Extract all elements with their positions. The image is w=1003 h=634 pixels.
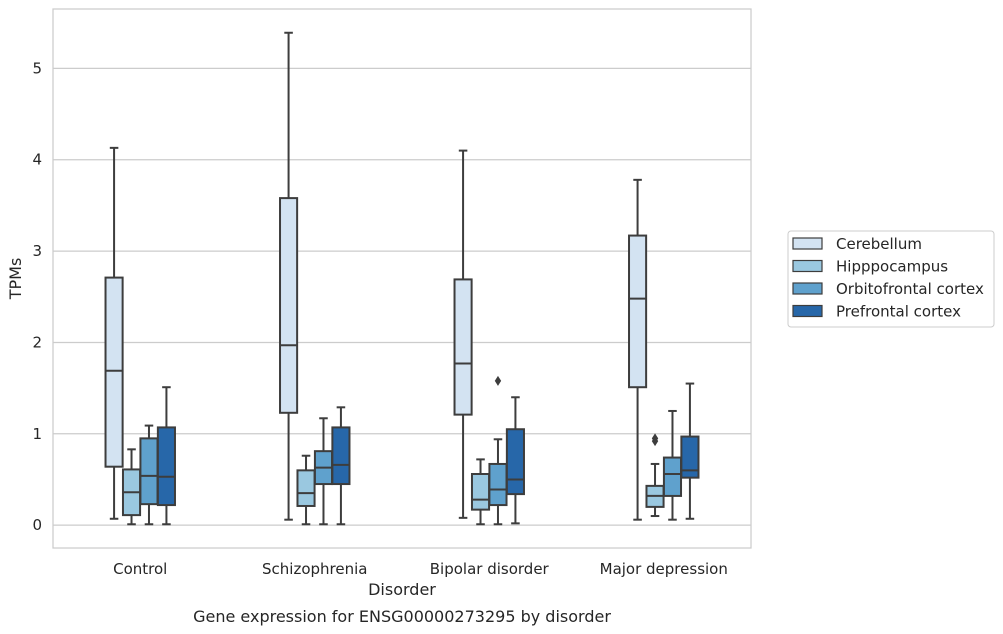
- plot-frame: [52, 8, 752, 549]
- x-axis-label: Disorder: [368, 580, 436, 599]
- box-hipppocampus: [470, 458, 491, 526]
- box-iqr: [156, 426, 176, 507]
- y-tick-label: 5: [32, 59, 42, 77]
- y-axis-label: TPMs: [6, 258, 25, 301]
- legend: Cerebellum Hipppocampus Orbitofrontal cort…: [787, 230, 995, 328]
- box-orbitofrontal-cortex: [313, 417, 334, 526]
- box-cerebellum: [453, 149, 473, 519]
- box-hipppocampus: [645, 433, 665, 518]
- legend-label: Orbitofrontal cortex: [836, 280, 984, 298]
- x-tick-label: Bipolar disorder: [430, 560, 550, 578]
- legend-swatch: [792, 259, 823, 273]
- box-iqr: [488, 462, 508, 507]
- y-tick-label: 1: [32, 425, 42, 443]
- y-tick-label: 2: [32, 333, 42, 351]
- legend-swatch: [792, 237, 823, 250]
- box-prefrontal-cortex: [680, 382, 700, 520]
- x-tick-label: Control: [113, 560, 167, 578]
- box-orbitofrontal-cortex: [662, 409, 683, 521]
- chart-caption: Gene expression for ENSG00000273295 by d…: [193, 607, 611, 626]
- y-tick-label: 4: [32, 151, 42, 169]
- x-axis-ticks: Control Schizophrenia Bipolar disorder Majo…: [113, 560, 728, 578]
- legend-label: Prefrontal cortex: [836, 303, 961, 321]
- box-cerebellum: [628, 178, 648, 521]
- box-orbitofrontal-cortex: [488, 375, 508, 526]
- y-tick-label: 3: [32, 242, 42, 260]
- box-iqr: [505, 428, 525, 496]
- legend-swatch: [792, 282, 823, 295]
- legend-label: Hipppocampus: [836, 258, 948, 276]
- legend-label: Cerebellum: [836, 235, 922, 253]
- box-groups: [104, 31, 700, 526]
- box-iqr: [296, 469, 316, 507]
- box-iqr: [331, 426, 351, 486]
- box-cerebellum: [104, 146, 124, 520]
- legend-swatch: [792, 304, 823, 318]
- y-tick-label: 0: [32, 516, 42, 534]
- x-tick-label: Major depression: [600, 560, 728, 578]
- box-iqr: [470, 473, 491, 511]
- box-prefrontal-cortex: [156, 386, 176, 526]
- box-iqr: [279, 197, 299, 414]
- box-iqr: [104, 276, 124, 468]
- box-iqr: [662, 456, 683, 497]
- box-iqr: [628, 234, 648, 389]
- box-prefrontal-cortex: [331, 406, 351, 526]
- box-prefrontal-cortex: [505, 396, 525, 525]
- box-hipppocampus: [121, 448, 142, 526]
- box-iqr: [453, 278, 473, 416]
- box-cerebellum: [279, 31, 299, 521]
- box-iqr: [680, 435, 700, 479]
- outlier-point: [651, 433, 659, 444]
- y-axis-ticks: 0 1 2 3 4 5: [32, 59, 42, 534]
- outlier-point: [494, 375, 502, 386]
- box-orbitofrontal-cortex: [139, 424, 159, 526]
- x-tick-label: Schizophrenia: [262, 560, 367, 578]
- legend-box: [787, 230, 995, 328]
- box-iqr: [139, 437, 159, 506]
- box-hipppocampus: [296, 454, 316, 526]
